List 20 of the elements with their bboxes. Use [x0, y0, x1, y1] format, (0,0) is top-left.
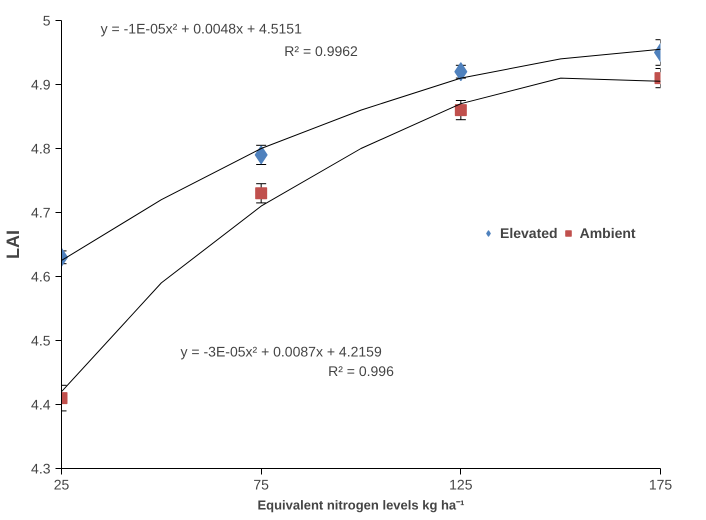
y-tick-label: 4.6 [31, 268, 51, 284]
y-tick-label: 4.3 [31, 460, 51, 476]
y-tick-label: 4.9 [31, 76, 51, 92]
x-axis-title: Equivalent nitrogen levels kg ha⁻¹ [258, 498, 465, 512]
legend-label: Elevated [500, 225, 558, 241]
annotation: R² = 0.996 [328, 362, 394, 379]
x-tick-label: 175 [648, 476, 672, 492]
y-tick-label: 4.8 [31, 140, 51, 156]
y-tick-label: 5 [42, 12, 51, 28]
x-tick-label: 125 [449, 476, 473, 492]
annotation: R² = 0.9962 [284, 42, 358, 59]
annotation: y = -1E-05x² + 0.0048x + 4.5151 [100, 20, 302, 36]
y-axis-title: LAI [3, 230, 24, 259]
y-tick-label: 4.5 [31, 332, 51, 348]
x-tick-label: 25 [54, 476, 70, 492]
annotation: y = -3E-05x² + 0.0087x + 4.2159 [180, 344, 382, 360]
x-tick-label: 75 [253, 476, 270, 492]
y-tick-label: 4.4 [31, 396, 51, 412]
legend-label: Ambient [580, 225, 636, 241]
y-tick-label: 4.7 [31, 204, 51, 220]
